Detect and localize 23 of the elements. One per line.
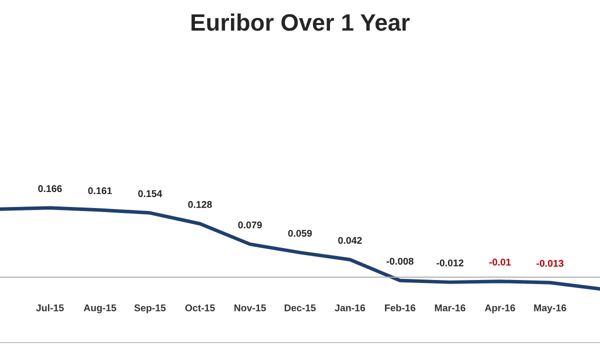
x-tick-label: Sep-15 [134, 304, 166, 314]
x-tick-label: Apr-16 [484, 304, 516, 314]
x-tick-label: Nov-15 [234, 304, 266, 312]
data-label: 0.128 [188, 201, 212, 208]
x-tick-label: Dec-15 [284, 304, 316, 312]
x-tick-label: Mar-16 [434, 304, 466, 312]
data-label: 0.166 [38, 185, 62, 192]
chart-title: Euribor Over 1 Year [192, 13, 410, 31]
x-tick-label: May-16 [534, 304, 566, 314]
x-tick-label: Jul-15 [36, 304, 64, 312]
x-tick-label: Feb-16 [384, 304, 416, 312]
data-label: 0.154 [138, 190, 162, 198]
data-label: 0.079 [238, 222, 262, 228]
data-label: -0.01 [489, 258, 511, 266]
data-label: -0.013 [536, 260, 564, 267]
data-label: 0.059 [288, 230, 312, 237]
data-label: 0.042 [338, 236, 362, 244]
data-label: -0.012 [436, 259, 464, 266]
x-tick-label: Oct-15 [185, 304, 215, 312]
x-tick-label: Aug-15 [84, 304, 116, 314]
data-label: -0.008 [386, 258, 414, 265]
data-label: 0.161 [88, 187, 112, 194]
x-tick-label: Jan-16 [334, 304, 366, 312]
